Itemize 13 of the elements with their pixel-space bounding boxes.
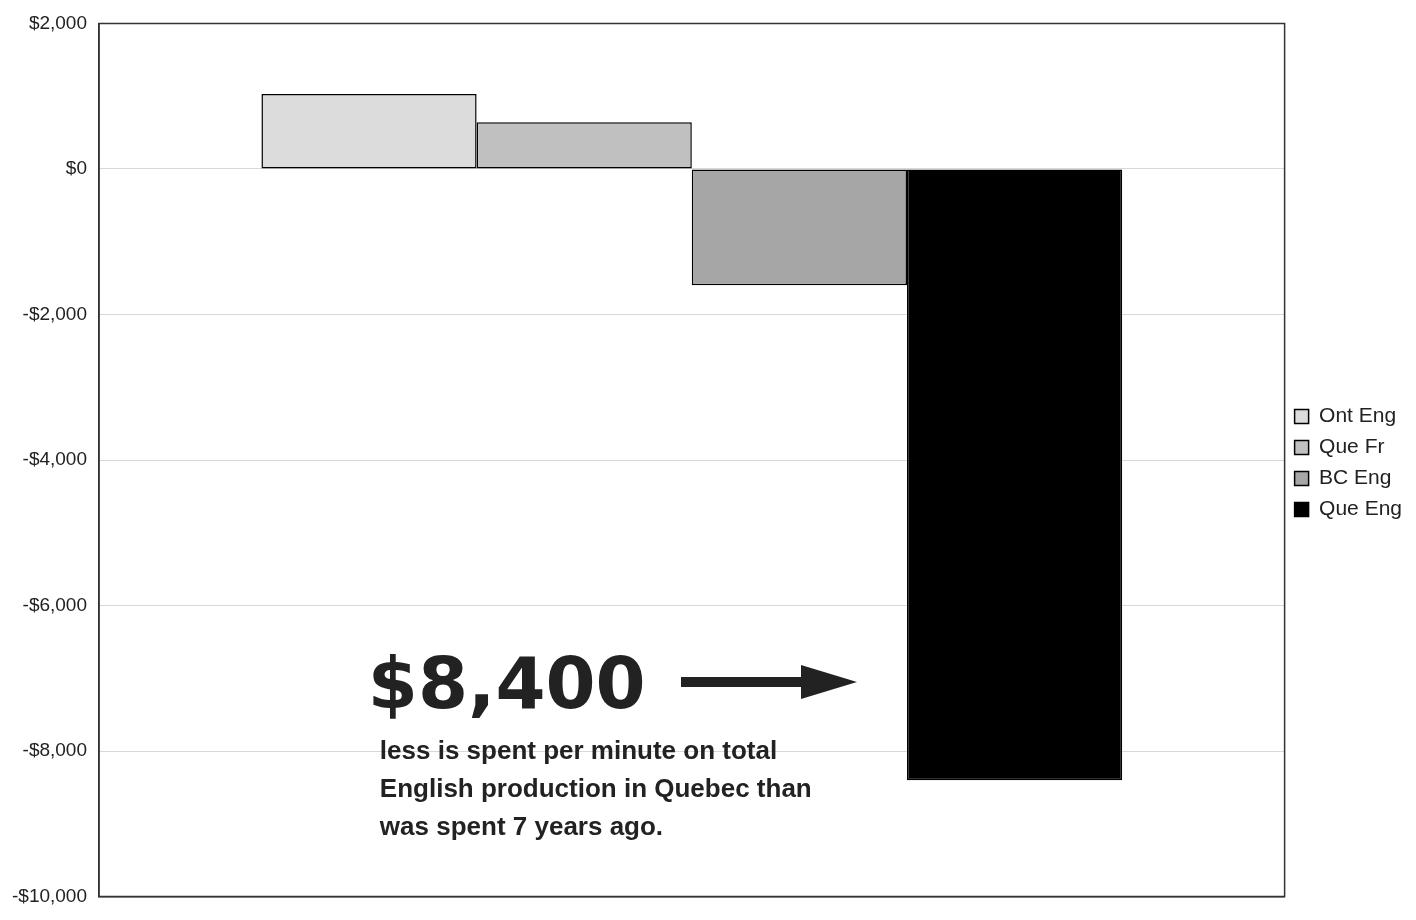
y-tick-label: $0 — [65, 157, 88, 179]
annotation: less is spent per minute on total English production in Quebec than was spent 7 years ago. — [378, 735, 812, 842]
legend-label: Ont Eng — [1319, 403, 1397, 427]
y-tick-label: -$6,000 — [22, 593, 88, 615]
y-tick-label: -$10,000 — [11, 884, 88, 906]
legend-label: Que Eng — [1319, 496, 1403, 520]
annotation: $8,400 — [367, 641, 646, 726]
y-tick-label: -$2,000 — [22, 302, 88, 324]
y-tick-label: -$8,000 — [22, 739, 88, 761]
legend-label: Que Fr — [1319, 434, 1385, 458]
legend-label: BC Eng — [1319, 465, 1392, 489]
y-tick-label: -$4,000 — [22, 448, 88, 470]
y-tick-label: $2,000 — [28, 11, 88, 33]
